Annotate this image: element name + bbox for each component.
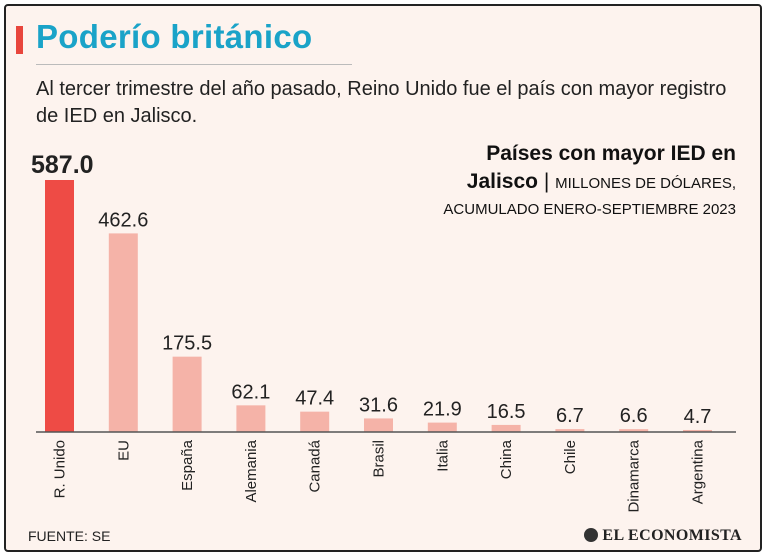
bar-R. Unido <box>45 180 74 432</box>
value-label: 587.0 <box>31 151 94 179</box>
chart-heading: Países con mayor IED en Jalisco | MILLON… <box>356 140 736 222</box>
value-label: 4.7 <box>684 406 712 428</box>
brand: EL ECONOMISTA <box>584 527 742 545</box>
category-label: China <box>498 439 515 479</box>
category-label: Dinamarca <box>626 439 643 512</box>
value-label: 6.7 <box>556 405 584 427</box>
category-label: Canadá <box>307 439 324 492</box>
bar-China <box>491 424 521 432</box>
bar-Italia <box>427 422 457 432</box>
chart-heading-separator: | <box>537 170 556 193</box>
bar-España <box>172 356 202 432</box>
subtitle: Al tercer trimestre del año pasado, Rein… <box>36 78 727 127</box>
bar-Argentina <box>683 429 712 432</box>
value-label: 6.6 <box>620 405 648 427</box>
value-label: 462.6 <box>98 209 148 231</box>
bar-chart: 587.0 R. Unido 462.6 EU 175.5 España 62.1 Alema… <box>31 151 736 513</box>
chart-heading-unit: MILLONES DE DÓLARES, <box>555 175 736 192</box>
value-label: 21.9 <box>423 399 462 421</box>
title-accent-bar <box>16 26 23 54</box>
chart-heading-bold: Jalisco <box>466 170 538 193</box>
title-divider <box>36 64 352 65</box>
category-label: Alemania <box>243 439 260 502</box>
value-label: 31.6 <box>359 394 398 416</box>
chart-heading-line1: Países con mayor IED en <box>486 142 736 165</box>
bar-Dinamarca <box>619 429 649 432</box>
category-label: Chile <box>562 440 579 474</box>
bar-Chile <box>555 429 585 432</box>
infographic-card: Poderío británico Al tercer trimestre de… <box>4 4 762 552</box>
category-label: Argentina <box>690 439 707 504</box>
value-label: 175.5 <box>162 333 212 355</box>
value-label: 16.5 <box>487 401 526 423</box>
chart-heading-line3: ACUMULADO ENERO-SEPTIEMBRE 2023 <box>443 201 736 218</box>
bar-Canadá <box>300 411 330 432</box>
category-label: EU <box>115 440 132 461</box>
el-economista-logo-icon <box>584 528 599 542</box>
chart-heading-line2: Jalisco | MILLONES DE DÓLARES, <box>356 168 736 198</box>
category-label: España <box>179 439 196 491</box>
bar-Brasil <box>364 418 393 432</box>
value-label: 47.4 <box>295 388 334 410</box>
category-label: Brasil <box>371 440 388 478</box>
bar-Alemania <box>236 405 266 432</box>
page-title: Poderío británico <box>36 18 313 55</box>
brand-name: EL ECONOMISTA <box>602 527 742 544</box>
bar-EU <box>108 233 138 432</box>
category-label: Italia <box>434 439 451 471</box>
category-label: R. Unido <box>52 440 69 498</box>
value-label: 62.1 <box>231 381 270 403</box>
source-note: FUENTE: SE <box>28 528 111 544</box>
